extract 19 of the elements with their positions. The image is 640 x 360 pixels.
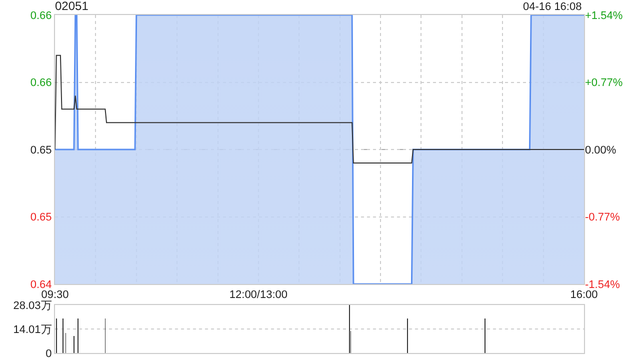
text: 04-16 16:08 bbox=[523, 1, 582, 13]
y-tick-label: 0.66 bbox=[30, 77, 52, 90]
y-tick-label: 0.64 bbox=[30, 278, 52, 291]
x-tick-label: 12:00/13:00 bbox=[229, 289, 288, 302]
y2-tick-label: -1.54% bbox=[585, 278, 620, 291]
y-tick-label: 0 bbox=[46, 348, 52, 360]
y-tick-label: 14.01万 bbox=[13, 324, 52, 336]
y-tick-label: 0.66 bbox=[30, 10, 52, 22]
chart-title: 02051 bbox=[55, 0, 89, 13]
y2-tick-label: +0.77% bbox=[585, 77, 623, 90]
y-tick-label: 28.03万 bbox=[13, 300, 52, 312]
line-series bbox=[55, 54, 584, 164]
y2-tick-label: 0.00% bbox=[585, 144, 616, 156]
y-tick-label: 0.65 bbox=[30, 144, 52, 156]
x-tick-label: 16:00 bbox=[570, 289, 598, 302]
y2-tick-label: +1.54% bbox=[585, 10, 623, 22]
x-tick-label: 09:30 bbox=[41, 289, 69, 302]
y-tick-label: 0.65 bbox=[30, 212, 52, 224]
y2-tick-label: -0.77% bbox=[585, 212, 620, 224]
